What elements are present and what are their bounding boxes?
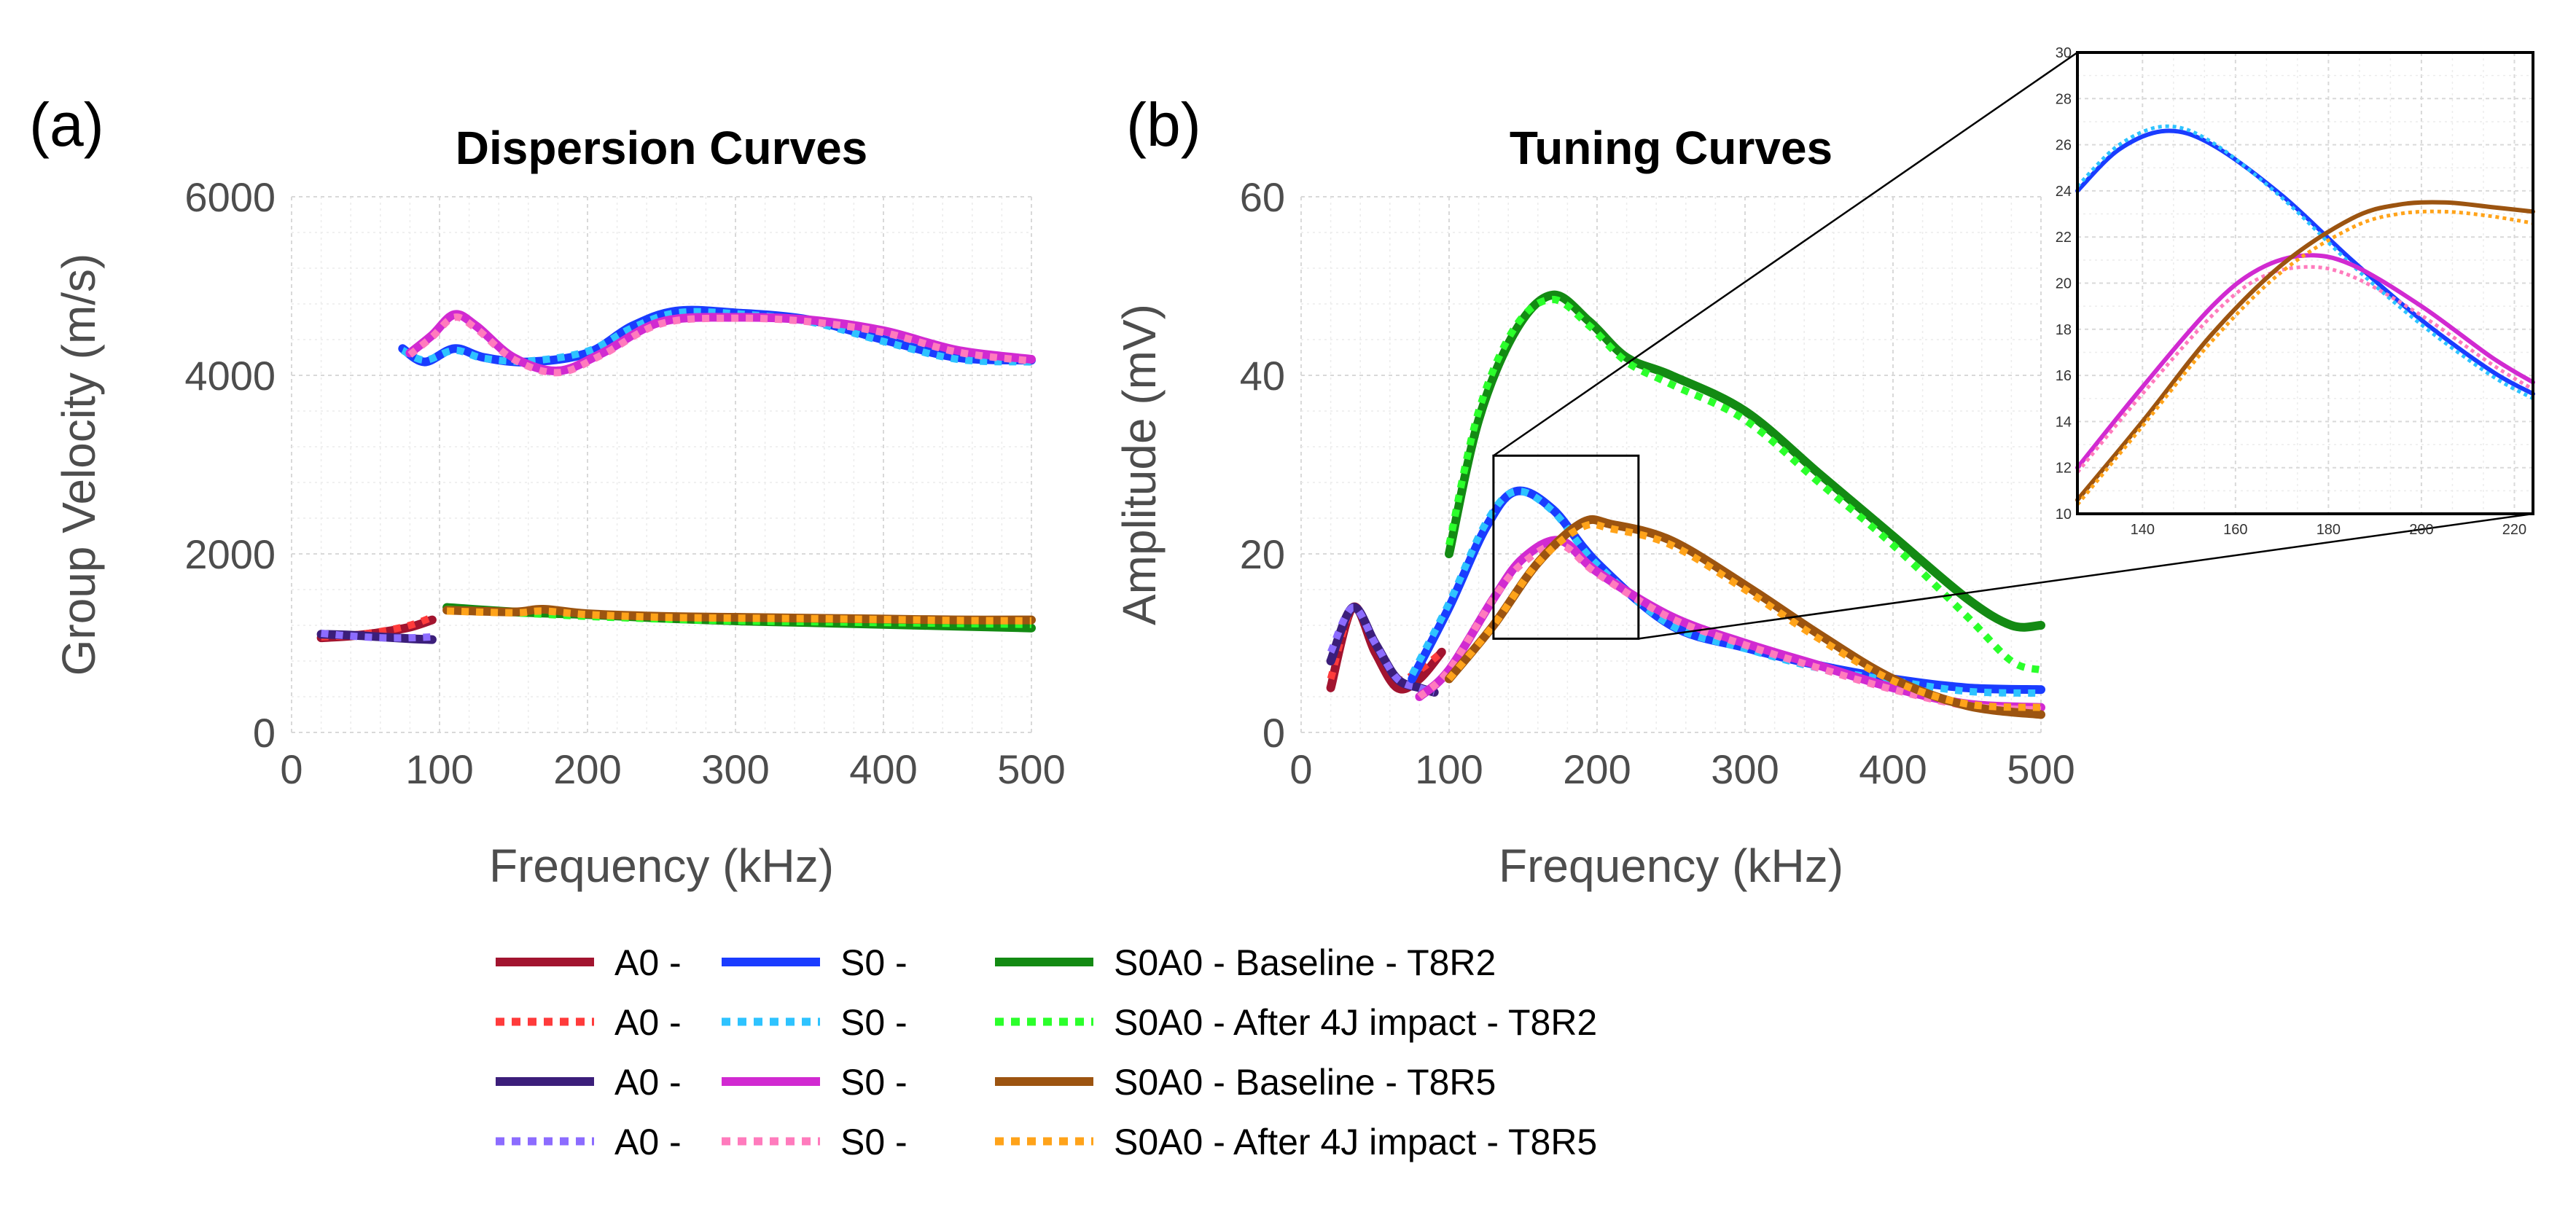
tuning-xtick-label: 300 (1711, 746, 1779, 792)
tuning-title: Tuning Curves (1510, 122, 1833, 174)
legend-label-s0_4: S0 - (840, 1122, 908, 1162)
tuning-series-a0_4 (1327, 603, 1436, 696)
tuning-series-s0_2 (1408, 488, 2042, 697)
tuning-ytick-label: 40 (1240, 353, 1285, 399)
inset-ytick-label: 10 (2056, 507, 2072, 523)
legend-label-s0a0_3: S0A0 - Baseline - T8R5 (1114, 1062, 1496, 1103)
tuning-ytick-label: 60 (1240, 174, 1285, 220)
inset-ytick-label: 14 (2056, 414, 2072, 430)
legend-label-s0a0_1: S0A0 - Baseline - T8R2 (1114, 942, 1496, 983)
zoom-connector-top (1493, 51, 2078, 457)
inset-frame (2076, 51, 2534, 515)
dispersion-xtick-label: 500 (997, 746, 1065, 792)
legend-label-a0_4: A0 - (614, 1122, 682, 1162)
dispersion-xtick-label: 100 (405, 746, 473, 792)
tuning-series-s0_4 (1417, 541, 2042, 714)
tuning-xtick-label: 400 (1859, 746, 1927, 792)
dispersion-title: Dispersion Curves (456, 122, 868, 174)
tuning-series-s0a0_1 (1445, 290, 2045, 632)
tuning-series-s0a0_2 (1445, 295, 2042, 674)
dispersion-ylabel: Group Velocity (m/s) (52, 254, 105, 676)
inset-ytick-label: 26 (2056, 138, 2072, 154)
inset-ytick-label: 20 (2056, 276, 2072, 292)
inset-ytick-label: 24 (2056, 184, 2072, 200)
tuning-ytick-label: 0 (1262, 710, 1285, 756)
legend-label-a0_2: A0 - (614, 1002, 682, 1043)
tuning-chart: 0 100 200 300 400 500 0 20 40 60 Tuning Curves Freq… (1113, 122, 2075, 892)
inset-ytick-label: 18 (2056, 322, 2072, 338)
dispersion-ytick-label: 6000 (184, 174, 276, 220)
inset-chart: 140 160 180 200 220 10 12 14 16 18 20 22 24 26 28 30 (2056, 45, 2535, 538)
legend-label-s0_1: S0 - (840, 942, 908, 983)
dispersion-xtick-label: 200 (553, 746, 621, 792)
panel-b-label: (b) (1126, 90, 1201, 159)
tuning-xtick-label: 200 (1563, 746, 1631, 792)
legend-label-a0_1: A0 - (614, 942, 682, 983)
zoom-connectors (1492, 51, 2534, 640)
inset-xtick-label: 220 (2502, 522, 2526, 538)
tuning-plot-area (1301, 197, 2041, 732)
tuning-xtick-label: 0 (1289, 746, 1312, 792)
dispersion-series-s0_2 (400, 308, 1032, 366)
tuning-ylabel: Amplitude (mV) (1113, 304, 1166, 625)
inset-ytick-label: 30 (2056, 45, 2072, 61)
dispersion-chart: 0 100 200 300 400 500 0 2000 4000 6000 Dispersion … (52, 122, 1066, 892)
dispersion-tick-labels: 0 100 200 300 400 500 0 2000 4000 6000 (184, 174, 1065, 792)
inset-series-group (2075, 124, 2535, 506)
dispersion-ytick-label: 2000 (184, 531, 276, 577)
inset-series-s0_2 (2076, 124, 2534, 400)
zoom-connector-bottom (1638, 512, 2534, 640)
inset-ytick-label: 16 (2056, 368, 2072, 384)
tuning-tick-labels: 0 100 200 300 400 500 0 20 40 60 (1240, 174, 2075, 792)
dispersion-series-a0_4 (321, 630, 433, 642)
legend-label-s0_2: S0 - (840, 1002, 908, 1043)
dispersion-xtick-label: 300 (701, 746, 769, 792)
legend-label-s0a0_4: S0A0 - After 4J impact - T8R5 (1114, 1122, 1597, 1162)
inset-series-s0a0_3 (2075, 200, 2535, 502)
dispersion-series-group (316, 305, 1036, 644)
inset-ytick-label: 28 (2056, 91, 2072, 107)
tuning-ytick-label: 20 (1240, 531, 1285, 577)
inset-xtick-label: 160 (2223, 522, 2247, 538)
inset-ytick-label: 22 (2056, 230, 2072, 246)
dispersion-xtick-label: 0 (280, 746, 303, 792)
dispersion-xtick-label: 400 (849, 746, 917, 792)
inset-series-s0_4 (2076, 265, 2534, 474)
tuning-xtick-label: 500 (2007, 746, 2075, 792)
tuning-series-s0a0_4 (1446, 520, 2042, 711)
inset-xtick-label: 200 (2409, 522, 2433, 538)
inset-tick-labels: 140 160 180 200 220 10 12 14 16 18 20 22 24 26 28 30 (2056, 45, 2526, 538)
inset-series-s0_1 (2075, 128, 2535, 396)
legend-label-a0_3: A0 - (614, 1062, 682, 1103)
dispersion-xlabel: Frequency (kHz) (489, 840, 834, 892)
inset-xtick-label: 180 (2317, 522, 2341, 538)
dispersion-ytick-label: 4000 (184, 353, 276, 399)
tuning-xtick-label: 100 (1415, 746, 1483, 792)
dispersion-series-s0_4 (407, 313, 1032, 377)
dispersion-ytick-label: 0 (253, 710, 276, 756)
dispersion-grid (291, 196, 1032, 733)
zoom-box (1492, 454, 1640, 640)
panel-a-label: (a) (29, 90, 104, 159)
legend-label-s0_3: S0 - (840, 1062, 908, 1103)
tuning-xlabel: Frequency (kHz) (1499, 840, 1843, 892)
legend-label-s0a0_2: S0A0 - After 4J impact - T8R2 (1114, 1002, 1597, 1043)
inset-xtick-label: 140 (2131, 522, 2155, 538)
inset-series-s0_3 (2075, 253, 2535, 470)
dispersion-plot-area (292, 197, 1031, 732)
dispersion-series-s0a0_4 (446, 607, 1032, 625)
tuning-grid (1300, 196, 2042, 733)
legend: A0 - A0 - A0 - A0 - S0 - S0 - S0 - S0 - S0A0 - B… (496, 942, 1597, 1162)
inset-ytick-label: 12 (2056, 461, 2072, 477)
